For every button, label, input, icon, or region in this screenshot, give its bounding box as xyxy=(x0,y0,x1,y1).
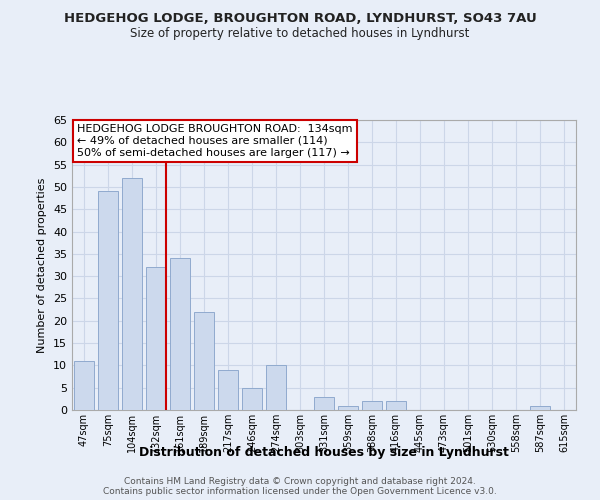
Text: HEDGEHOG LODGE BROUGHTON ROAD:  134sqm
← 49% of detached houses are smaller (114: HEDGEHOG LODGE BROUGHTON ROAD: 134sqm ← … xyxy=(77,124,353,158)
Bar xyxy=(218,370,238,410)
Y-axis label: Number of detached properties: Number of detached properties xyxy=(37,178,47,352)
Bar xyxy=(242,388,262,410)
Bar xyxy=(530,406,550,410)
Bar xyxy=(146,267,166,410)
Bar xyxy=(170,258,190,410)
Bar xyxy=(338,406,358,410)
Text: HEDGEHOG LODGE, BROUGHTON ROAD, LYNDHURST, SO43 7AU: HEDGEHOG LODGE, BROUGHTON ROAD, LYNDHURS… xyxy=(64,12,536,26)
Text: Contains public sector information licensed under the Open Government Licence v3: Contains public sector information licen… xyxy=(103,486,497,496)
Bar xyxy=(314,396,334,410)
Text: Distribution of detached houses by size in Lyndhurst: Distribution of detached houses by size … xyxy=(139,446,509,459)
Text: Contains HM Land Registry data © Crown copyright and database right 2024.: Contains HM Land Registry data © Crown c… xyxy=(124,476,476,486)
Bar xyxy=(266,366,286,410)
Bar xyxy=(74,361,94,410)
Text: Size of property relative to detached houses in Lyndhurst: Size of property relative to detached ho… xyxy=(130,28,470,40)
Bar xyxy=(386,401,406,410)
Bar xyxy=(98,192,118,410)
Bar xyxy=(122,178,142,410)
Bar xyxy=(194,312,214,410)
Bar xyxy=(362,401,382,410)
